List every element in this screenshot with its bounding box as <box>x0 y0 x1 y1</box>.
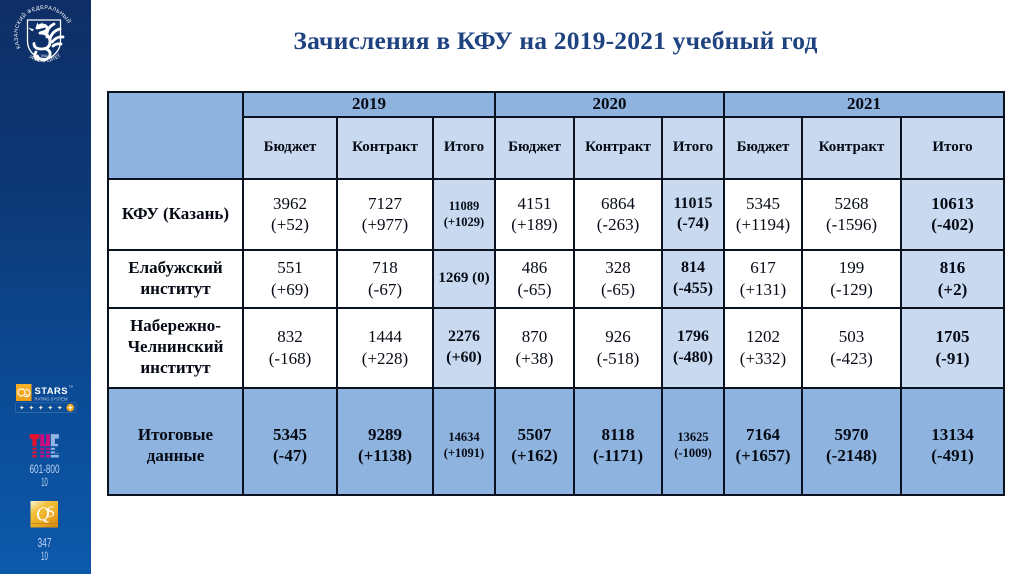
svg-text:10: 10 <box>41 475 48 489</box>
svg-text:10: 10 <box>41 549 48 563</box>
svg-text:RATING SYSTEM: RATING SYSTEM <box>35 397 69 402</box>
svg-text:STARS: STARS <box>35 385 68 396</box>
svg-text:S: S <box>46 504 57 521</box>
svg-text:347: 347 <box>38 535 52 550</box>
svg-text:1804: 1804 <box>40 55 47 59</box>
svg-text:Q: Q <box>34 503 51 526</box>
svg-text:TM: TM <box>69 385 73 389</box>
svg-text:601-800: 601-800 <box>30 464 60 476</box>
